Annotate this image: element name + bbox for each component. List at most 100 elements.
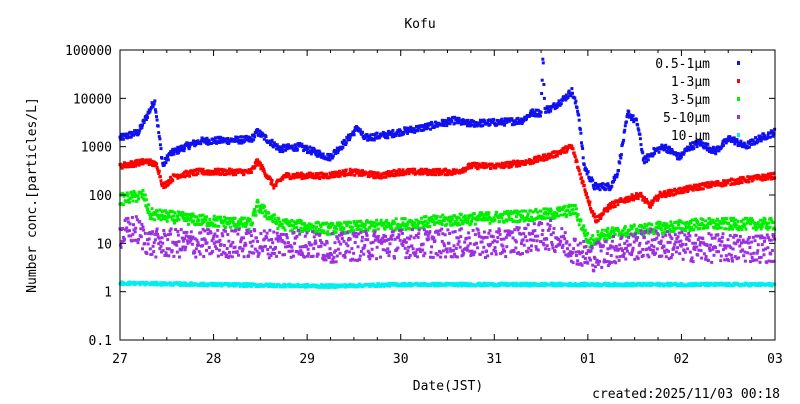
data-point <box>679 244 683 248</box>
data-point <box>717 250 720 254</box>
data-point <box>569 94 573 97</box>
data-point <box>253 229 257 233</box>
data-point <box>448 232 452 235</box>
data-point <box>771 221 775 225</box>
data-point <box>616 227 620 231</box>
data-point <box>635 227 638 231</box>
data-point <box>153 232 157 236</box>
data-point <box>327 256 331 260</box>
data-point <box>699 249 703 253</box>
data-point <box>609 231 613 235</box>
data-point <box>763 134 766 138</box>
data-point <box>176 216 180 219</box>
data-point <box>534 234 537 238</box>
data-point <box>731 219 735 223</box>
data-point <box>716 233 720 237</box>
data-point <box>663 192 667 195</box>
data-point <box>455 255 459 259</box>
data-point <box>149 214 153 218</box>
data-point <box>467 162 471 166</box>
data-point <box>502 237 506 241</box>
data-point <box>183 217 187 220</box>
data-point <box>706 181 710 185</box>
data-point <box>473 250 477 254</box>
data-point <box>370 170 373 174</box>
data-point <box>741 225 745 228</box>
data-point <box>157 131 161 135</box>
data-point <box>215 247 219 251</box>
data-point <box>539 110 543 114</box>
data-point <box>625 239 629 243</box>
data-point <box>143 231 147 235</box>
data-point <box>405 251 409 255</box>
data-point <box>765 260 769 264</box>
data-point <box>750 256 754 259</box>
data-point <box>397 225 400 229</box>
data-point <box>315 172 318 176</box>
data-point <box>234 226 238 230</box>
data-point <box>422 228 426 232</box>
data-point <box>375 218 379 222</box>
data-point <box>772 259 776 263</box>
data-point <box>267 211 271 215</box>
data-point <box>689 144 693 148</box>
data-point <box>576 109 580 113</box>
data-point <box>270 138 274 142</box>
data-point <box>280 239 284 242</box>
data-point <box>318 223 322 227</box>
data-point <box>722 248 725 252</box>
data-point <box>576 213 580 217</box>
data-point <box>544 154 548 158</box>
data-point <box>356 220 359 224</box>
data-point <box>740 181 744 185</box>
data-point <box>573 155 577 159</box>
data-point <box>154 212 158 216</box>
data-point <box>299 175 303 178</box>
data-point <box>427 216 431 220</box>
data-point <box>466 167 469 170</box>
data-point <box>499 120 503 124</box>
data-point <box>184 213 188 216</box>
data-point <box>166 233 170 237</box>
data-point <box>723 181 727 185</box>
data-point <box>485 235 489 239</box>
data-point <box>464 236 468 240</box>
data-point <box>241 247 245 251</box>
data-point <box>159 147 163 151</box>
data-point <box>223 168 227 172</box>
data-point <box>270 216 274 220</box>
data-point <box>732 241 736 245</box>
data-point <box>155 115 158 119</box>
data-point <box>688 234 692 238</box>
data-point <box>182 213 186 217</box>
data-point <box>531 210 535 214</box>
data-point <box>250 223 254 227</box>
data-point <box>642 233 646 237</box>
data-point <box>673 242 677 246</box>
data-point <box>559 235 563 239</box>
data-point <box>528 232 532 236</box>
data-point <box>413 130 417 134</box>
data-point <box>772 131 776 135</box>
data-point <box>333 226 336 230</box>
data-point <box>465 121 469 125</box>
data-point <box>422 254 426 258</box>
data-point <box>121 137 125 141</box>
data-point <box>586 195 590 199</box>
data-point <box>300 177 304 181</box>
data-point <box>372 176 376 180</box>
data-point <box>343 139 347 143</box>
data-point <box>652 245 656 249</box>
data-point <box>756 249 760 253</box>
data-point <box>275 254 279 258</box>
data-point <box>583 190 587 194</box>
data-point <box>754 228 758 232</box>
data-point <box>670 253 674 257</box>
data-point <box>545 216 549 220</box>
data-point <box>137 130 141 134</box>
data-point <box>475 162 479 166</box>
data-point <box>240 217 244 221</box>
data-point <box>468 249 472 253</box>
data-point <box>580 144 584 148</box>
data-point <box>376 171 380 175</box>
